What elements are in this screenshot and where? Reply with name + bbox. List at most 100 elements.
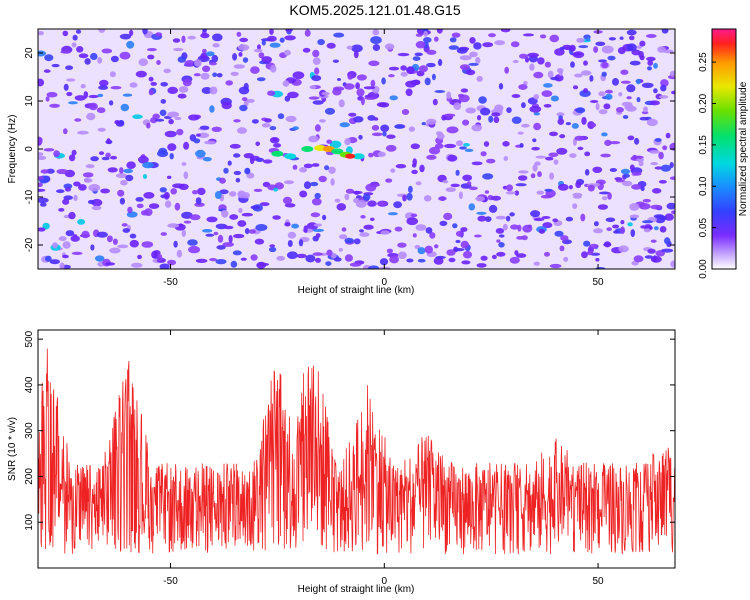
heatmap-cell (587, 250, 594, 256)
heatmap-cell (269, 29, 274, 35)
heatmap-cell (38, 197, 49, 204)
y-tick-label: 100 (24, 513, 35, 530)
heatmap-cell (451, 32, 461, 38)
heatmap-cell (80, 84, 86, 89)
heatmap-cell (527, 52, 539, 58)
heatmap-cell (569, 153, 577, 159)
heatmap-cell (605, 89, 613, 94)
heatmap-cell (601, 45, 614, 54)
heatmap-cell (458, 93, 464, 98)
heatmap-cell (202, 48, 207, 54)
heatmap-cell (78, 184, 87, 191)
heatmap-cell (488, 204, 498, 213)
heatmap-cell (412, 56, 421, 61)
heatmap-cell (319, 119, 326, 123)
heatmap-cell (477, 215, 487, 222)
heatmap-cell (364, 96, 377, 100)
heatmap-cell (100, 188, 110, 194)
heatmap-cell (217, 234, 224, 243)
heatmap-cell (205, 233, 215, 237)
heatmap-cell (157, 150, 169, 158)
heatmap-cell (629, 203, 640, 211)
heatmap-cell (309, 85, 317, 90)
heatmap-cell (334, 198, 341, 203)
heatmap-cell (488, 33, 496, 38)
heatmap-cell (328, 166, 336, 174)
heatmap-cell (223, 225, 234, 230)
heatmap-cell (255, 224, 268, 231)
heatmap-cell (544, 61, 552, 68)
heatmap-cell (43, 69, 51, 73)
heatmap-cell (298, 239, 304, 247)
heatmap-cell (626, 84, 636, 93)
heatmap-cell (195, 197, 202, 205)
heatmap-cell (660, 84, 667, 92)
y-tick-label: -10 (24, 189, 35, 204)
heatmap-cell (529, 63, 535, 71)
heatmap-x-label: Height of straight line (km) (298, 285, 415, 296)
heatmap-cell (166, 175, 172, 179)
heatmap-cell (537, 171, 542, 178)
heatmap-cell (609, 141, 621, 145)
heatmap-cell (108, 100, 114, 106)
heatmap-cell (242, 57, 249, 63)
heatmap-cell (650, 239, 657, 243)
heatmap-cell (233, 64, 245, 69)
heatmap-cell (585, 37, 591, 41)
heatmap-cell (107, 167, 118, 173)
heatmap-cell (237, 192, 243, 196)
heatmap-cell (638, 51, 644, 58)
heatmap-cell (62, 241, 71, 249)
heatmap-cell (397, 251, 407, 260)
heatmap-cell (512, 59, 519, 64)
heatmap-cell (541, 90, 553, 97)
heatmap-y-label: Frequency (Hz) (7, 115, 18, 184)
heatmap-cell (495, 215, 507, 220)
heatmap-cell (422, 29, 429, 32)
heatmap-cell (548, 152, 559, 158)
heatmap-peak (345, 153, 356, 159)
heatmap-cell (333, 32, 345, 38)
heatmap-cell (38, 182, 43, 188)
heatmap-cell (232, 53, 238, 61)
heatmap-cell (478, 96, 487, 104)
heatmap-cell (211, 54, 219, 63)
heatmap-cell (126, 40, 135, 49)
heatmap-cell (629, 214, 640, 219)
heatmap-cell (626, 96, 632, 100)
heatmap-cell (219, 177, 226, 184)
heatmap-cell (38, 155, 47, 160)
heatmap-cell (629, 164, 635, 171)
heatmap-cell (284, 203, 296, 208)
heatmap-cell (418, 65, 428, 73)
heatmap-cell (595, 41, 606, 46)
heatmap-cell (370, 36, 382, 45)
heatmap-cell (622, 180, 633, 187)
heatmap-cell (200, 52, 208, 60)
heatmap-cell (214, 191, 222, 199)
heatmap-cell (119, 33, 132, 40)
heatmap-cell (267, 90, 276, 96)
heatmap-cell (612, 224, 620, 229)
heatmap-cell (542, 222, 553, 229)
heatmap-cell (435, 255, 446, 259)
heatmap-cell (495, 228, 505, 234)
heatmap-cell (372, 44, 381, 51)
heatmap-cell (353, 116, 364, 123)
heatmap-cell (371, 132, 383, 137)
heatmap-cell (647, 248, 656, 254)
heatmap-cell (259, 202, 270, 207)
heatmap-cell (296, 253, 307, 259)
heatmap-cell (563, 256, 569, 262)
heatmap-cell (163, 68, 171, 74)
heatmap-cell (459, 64, 470, 70)
heatmap-cell (400, 71, 408, 77)
heatmap-cell (53, 150, 60, 158)
heatmap-cell (147, 54, 155, 60)
heatmap-cell (406, 66, 415, 75)
heatmap-cell (351, 44, 363, 53)
heatmap-cell (201, 87, 213, 94)
heatmap-cell (206, 216, 218, 223)
heatmap-cell (209, 258, 218, 262)
